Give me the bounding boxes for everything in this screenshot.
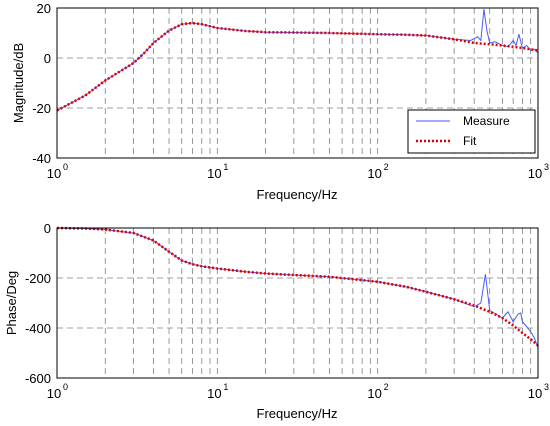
phase-xlabel: Frequency/Hz [257,406,338,421]
magnitude-ytick-label: 20 [37,1,51,16]
phase-xtick-label: 10 [367,386,381,401]
magnitude-series [56,9,539,112]
magnitude-xtick-exponent: 3 [544,162,549,172]
magnitude-ytick-label: -20 [32,101,51,116]
phase-series [56,226,539,349]
magnitude-ytick-label: 0 [44,51,51,66]
magnitude-plot-frame [56,7,539,159]
magnitude-xtick-label: 10 [528,166,542,181]
phase-plot-area [57,228,538,378]
legend-fit-label: Fit [463,134,477,148]
phase-xtick-label: 10 [207,386,221,401]
magnitude-xtick-exponent: 2 [384,162,389,172]
phase-plot-frame [56,227,539,379]
phase-ytick-label: -200 [25,271,51,286]
phase-ytick-label: -400 [25,321,51,336]
phase-xtick-exponent: 3 [544,382,549,392]
phase-xtick-label: 10 [47,386,61,401]
phase-series-measure-line [56,227,539,349]
phase-series-fit-line [56,226,539,347]
magnitude-xtick-exponent: 0 [63,162,68,172]
phase-xtick-exponent: 0 [63,382,68,392]
magnitude-series-measure-line [56,9,539,111]
legend: Measure Fit [407,109,536,154]
legend-measure-label: Measure [463,114,510,128]
phase-xtick-exponent: 1 [223,382,228,392]
phase-ylabel: Phase/Deg [4,271,19,335]
magnitude-ytick-label: -40 [32,151,51,166]
magnitude-xtick-label: 10 [367,166,381,181]
magnitude-ylabel: Magnitude/dB [11,43,26,123]
magnitude-xtick-label: 10 [47,166,61,181]
phase-ytick-label: 0 [44,221,51,236]
magnitude-xlabel: Frequency/Hz [257,187,338,202]
magnitude-xtick-label: 10 [207,166,221,181]
phase-xtick-exponent: 2 [384,382,389,392]
phase-ytick-label: -600 [25,371,51,386]
phase-grid [57,228,538,378]
magnitude-series-fit-line [56,21,539,112]
magnitude-xtick-exponent: 1 [223,162,228,172]
legend-box [407,109,536,154]
phase-xtick-label: 10 [528,386,542,401]
